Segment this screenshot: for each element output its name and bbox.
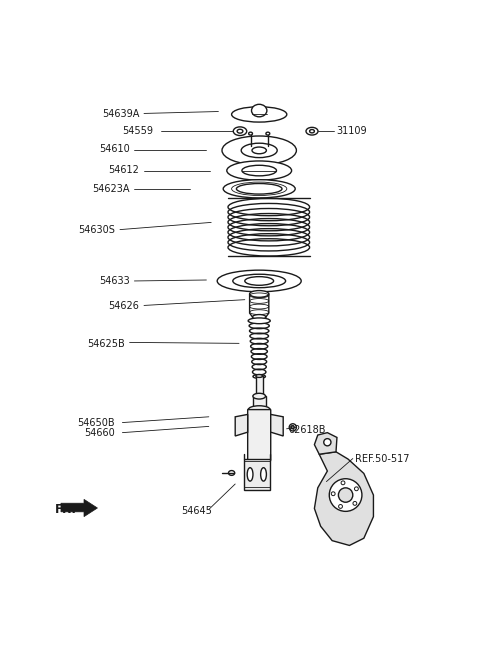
Ellipse shape: [261, 468, 266, 481]
Polygon shape: [244, 459, 270, 490]
Ellipse shape: [324, 439, 331, 446]
Ellipse shape: [252, 147, 266, 154]
Text: 54645: 54645: [181, 506, 212, 516]
Ellipse shape: [291, 426, 294, 429]
Polygon shape: [248, 409, 271, 470]
Ellipse shape: [355, 487, 359, 491]
Ellipse shape: [227, 161, 292, 180]
Ellipse shape: [237, 184, 282, 194]
Ellipse shape: [245, 277, 274, 285]
Ellipse shape: [233, 127, 247, 136]
Ellipse shape: [250, 291, 269, 297]
Ellipse shape: [331, 492, 335, 496]
Ellipse shape: [223, 180, 295, 198]
Ellipse shape: [217, 270, 301, 292]
Text: 54650B: 54650B: [78, 418, 115, 428]
Ellipse shape: [222, 136, 297, 165]
Ellipse shape: [253, 375, 265, 379]
Ellipse shape: [247, 468, 253, 481]
Text: 54660: 54660: [84, 428, 115, 438]
Polygon shape: [253, 396, 265, 409]
Ellipse shape: [289, 424, 297, 431]
Text: 54625B: 54625B: [87, 339, 125, 349]
Text: 54623A: 54623A: [92, 184, 130, 194]
Ellipse shape: [251, 474, 268, 479]
Ellipse shape: [252, 104, 267, 117]
Text: 54630S: 54630S: [78, 224, 115, 235]
Text: 54633: 54633: [99, 276, 130, 286]
Ellipse shape: [237, 129, 243, 133]
Ellipse shape: [242, 165, 276, 176]
Ellipse shape: [310, 129, 314, 133]
Ellipse shape: [253, 394, 265, 399]
Ellipse shape: [256, 375, 263, 377]
Ellipse shape: [232, 107, 287, 122]
Ellipse shape: [329, 479, 362, 512]
Polygon shape: [271, 415, 283, 436]
Ellipse shape: [252, 315, 266, 319]
Text: 31109: 31109: [336, 126, 367, 136]
Ellipse shape: [266, 132, 270, 135]
Ellipse shape: [248, 406, 270, 413]
Ellipse shape: [306, 127, 318, 135]
Text: 54626: 54626: [108, 301, 139, 312]
Ellipse shape: [249, 132, 252, 135]
Ellipse shape: [338, 504, 342, 508]
Polygon shape: [235, 415, 248, 436]
Ellipse shape: [251, 466, 268, 472]
Ellipse shape: [353, 501, 357, 505]
Polygon shape: [61, 499, 97, 517]
Text: 62618B: 62618B: [288, 425, 325, 435]
Text: 54639A: 54639A: [102, 110, 139, 119]
Text: FR.: FR.: [55, 503, 77, 516]
Ellipse shape: [341, 481, 345, 485]
Polygon shape: [256, 376, 263, 396]
Ellipse shape: [228, 470, 235, 476]
Text: 54612: 54612: [108, 165, 139, 174]
Text: REF.50-517: REF.50-517: [355, 453, 410, 464]
Polygon shape: [250, 294, 269, 317]
Polygon shape: [314, 433, 337, 454]
Polygon shape: [314, 452, 373, 545]
Ellipse shape: [241, 143, 277, 157]
Ellipse shape: [338, 488, 353, 502]
Ellipse shape: [233, 274, 286, 288]
Ellipse shape: [248, 318, 270, 323]
Text: 54610: 54610: [99, 144, 130, 154]
Text: 54559: 54559: [122, 126, 154, 136]
